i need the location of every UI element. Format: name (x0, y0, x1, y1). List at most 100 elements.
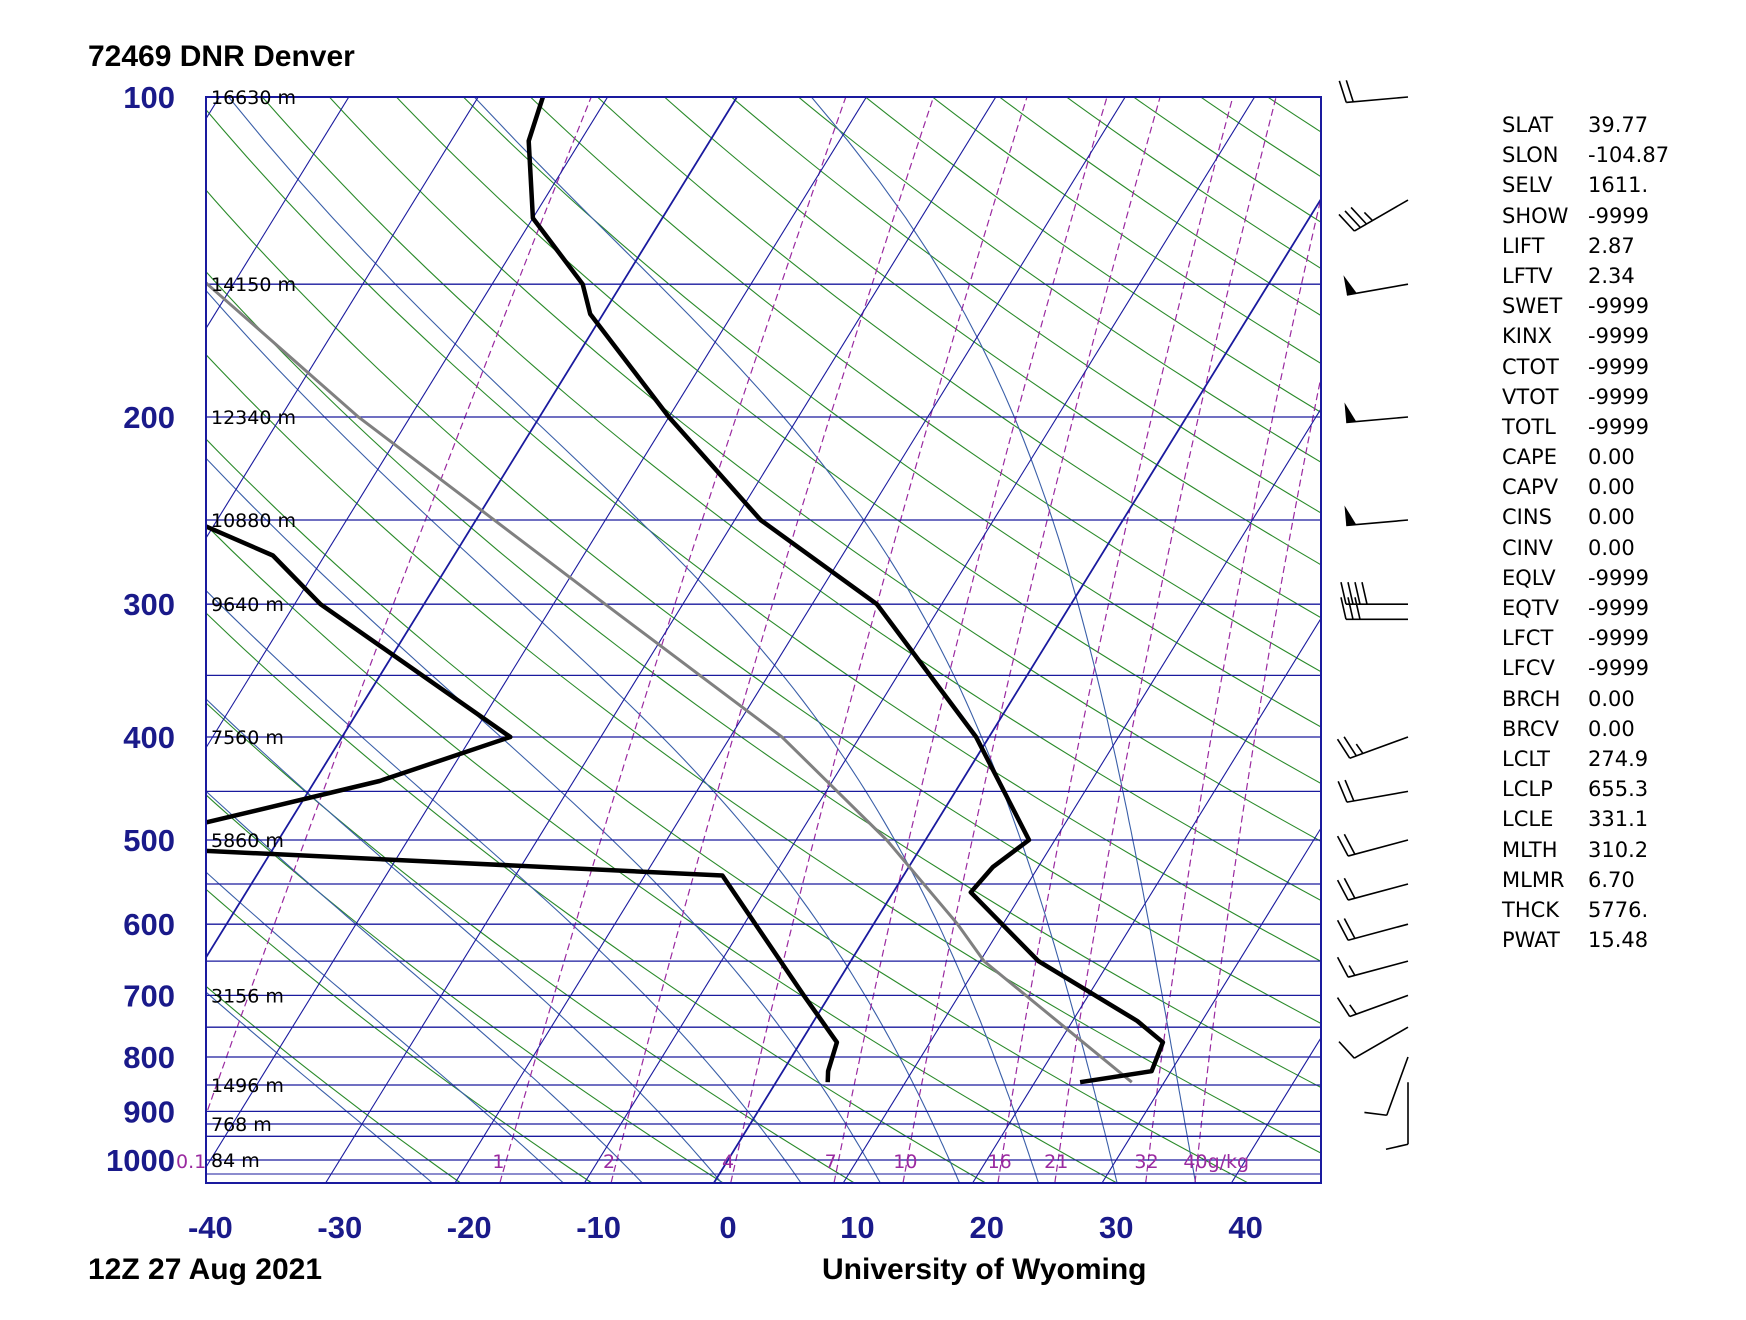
index-row: VTOT -9999 (1502, 382, 1669, 412)
mixing-ratio-label: 21 (1044, 1151, 1068, 1173)
moist-adiabat (473, 97, 1118, 1183)
index-key: SLON (1502, 143, 1559, 168)
temperature-tick-label: -10 (576, 1210, 621, 1245)
barb-full (1350, 206, 1368, 225)
barb-full (1340, 582, 1347, 605)
index-row: LFCV -9999 (1502, 653, 1669, 683)
mixing-ratio-line (1054, 97, 1277, 1183)
dry-adiabat (998, 97, 1321, 317)
index-row: CINV 0.00 (1502, 533, 1669, 563)
index-row: SELV 1611. (1502, 170, 1669, 200)
index-value: -104.87 (1588, 143, 1670, 168)
isotherm (206, 97, 479, 540)
moist-adiabat (810, 97, 1197, 1183)
wind-barb (1336, 833, 1409, 857)
mixing-ratio-label: 0.1 (176, 1151, 206, 1173)
temperature-tick-label: 0 (719, 1210, 736, 1245)
index-value: -9999 (1588, 354, 1650, 379)
isotherm (712, 197, 1321, 1183)
temperature-tick-label: -40 (188, 1210, 233, 1245)
index-value: -9999 (1588, 656, 1650, 681)
barb-full (1343, 736, 1357, 757)
isotherm (454, 97, 1126, 1183)
barb-staff (1349, 736, 1409, 759)
index-value: 274.9 (1588, 746, 1649, 771)
pressure-tick-label: 500 (123, 823, 175, 858)
height-label: 9640 m (211, 594, 284, 616)
height-label: 12340 m (211, 407, 296, 429)
dry-adiabat (730, 97, 1321, 514)
mixing-ratio-label: 32 (1134, 1151, 1158, 1173)
dry-adiabat (206, 702, 856, 1183)
barb-full (1338, 80, 1347, 103)
wind-barb (1336, 994, 1409, 1018)
height-label: 14150 m (211, 274, 296, 296)
isotherm (206, 97, 868, 1169)
index-row: CTOT -9999 (1502, 352, 1669, 382)
index-row: CINS 0.00 (1502, 502, 1669, 532)
index-row: KINX -9999 (1502, 321, 1669, 351)
isotherm (206, 97, 609, 749)
dry-adiabat (1065, 97, 1321, 270)
wind-barb (1336, 877, 1409, 901)
moist-adiabat (206, 698, 723, 1183)
dry-adiabat (206, 353, 1321, 1154)
index-value: 2.87 (1588, 233, 1635, 258)
barb-full (1343, 877, 1356, 899)
wind-barb (1336, 736, 1409, 759)
moist-adiabat (206, 457, 881, 1183)
height-label: 16630 m (211, 87, 296, 109)
data-source: University of Wyoming (822, 1253, 1147, 1286)
mixing-ratio-line (499, 97, 847, 1183)
pressure-tick-label: 200 (123, 400, 175, 435)
mixing-ratio-line (206, 97, 592, 1117)
isotherm (0, 48, 120, 1195)
index-key: CAPE (1502, 445, 1557, 470)
index-row: MLTH 310.2 (1502, 835, 1669, 865)
wind-barb (1364, 1056, 1409, 1117)
wind-barb (1344, 402, 1409, 424)
temperature-profile (526, 97, 1166, 1085)
height-label: 5860 m (211, 830, 284, 852)
wind-barb (1336, 918, 1409, 941)
barb-staff (1346, 96, 1409, 104)
index-value: 1611. (1588, 173, 1649, 198)
barb-half (1349, 1004, 1357, 1015)
dry-adiabat (864, 97, 1321, 414)
mixing-ratio-line (1194, 374, 1321, 1183)
dry-adiabat (663, 97, 1321, 566)
wind-barb (1338, 80, 1409, 104)
isotherm (971, 617, 1321, 1183)
barb-full (1345, 80, 1354, 103)
index-row: EQLV -9999 (1502, 563, 1669, 593)
temperature-tick-label: 20 (970, 1210, 1004, 1245)
dry-adiabat (206, 985, 462, 1183)
index-value: 0.00 (1588, 535, 1635, 560)
dry-adiabat (206, 189, 1321, 1025)
wind-barb (1340, 597, 1408, 621)
mixing-ratio-label: 4 (722, 1151, 734, 1173)
index-row: LFTV 2.34 (1502, 261, 1669, 291)
index-key: SWET (1502, 294, 1563, 319)
index-key: THCK (1502, 897, 1560, 922)
isotherm (206, 97, 739, 960)
isotherm (206, 97, 350, 330)
index-value: 310.2 (1588, 837, 1649, 862)
dry-adiabat (206, 794, 725, 1183)
barb-staff (1346, 790, 1409, 803)
pressure-tick-label: 700 (123, 978, 175, 1013)
observation-datetime: 12Z 27 Aug 2021 (88, 1253, 323, 1286)
index-key: CTOT (1502, 354, 1559, 379)
barb-half (1355, 743, 1364, 754)
index-value: 5776. (1588, 897, 1649, 922)
barb-full (1336, 835, 1349, 857)
index-row: LCLE 331.1 (1502, 804, 1669, 834)
index-row: BRCH 0.00 (1502, 684, 1669, 714)
index-key: BRCH (1502, 686, 1561, 711)
height-label: 768 m (211, 1114, 272, 1136)
index-key: VTOT (1502, 384, 1559, 409)
index-value: -9999 (1588, 414, 1650, 439)
barb-staff (1347, 923, 1409, 941)
temperature-tick-label: 30 (1099, 1210, 1133, 1245)
